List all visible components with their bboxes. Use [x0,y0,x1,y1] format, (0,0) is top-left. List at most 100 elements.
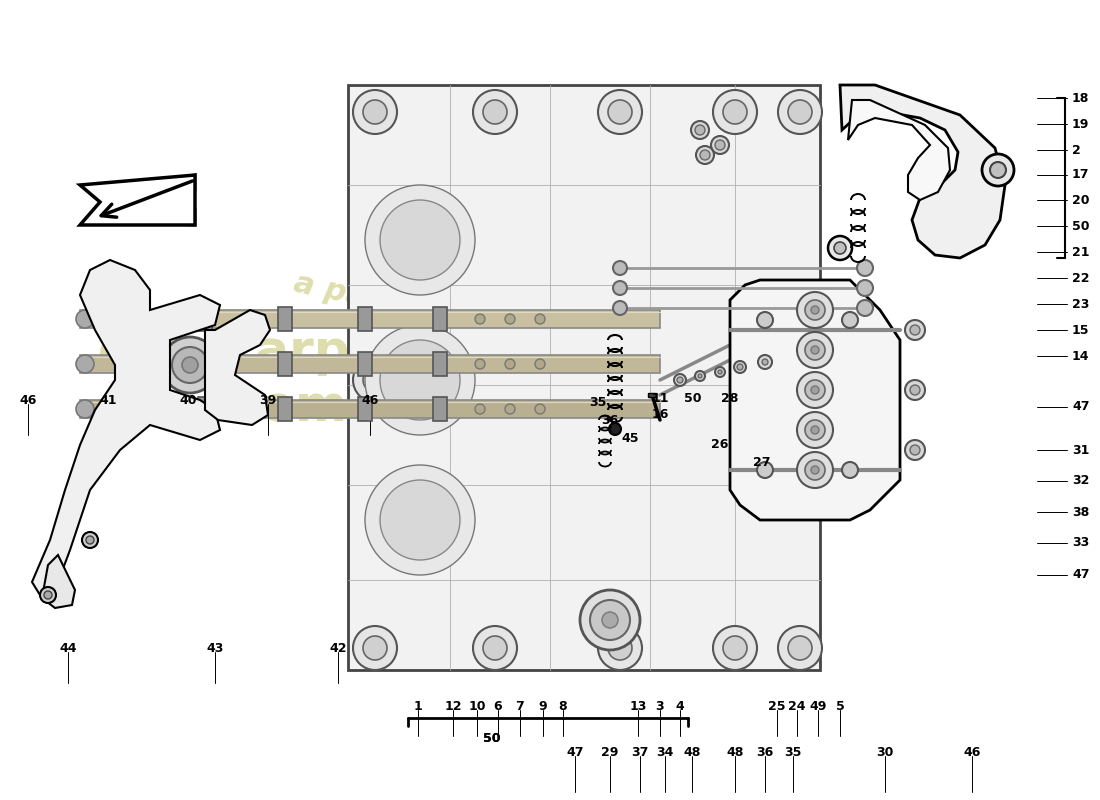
Text: 34: 34 [657,746,673,758]
Circle shape [182,357,198,373]
Circle shape [798,372,833,408]
Text: 1: 1 [414,699,422,713]
Circle shape [353,358,397,402]
Text: 35: 35 [784,746,802,758]
Text: 3: 3 [656,699,664,713]
Circle shape [613,301,627,315]
Circle shape [788,636,812,660]
Text: 47: 47 [1072,401,1089,414]
Text: 49: 49 [810,699,827,713]
Circle shape [698,374,702,378]
Bar [278,397,292,421]
Text: 36: 36 [757,746,773,758]
Circle shape [535,359,544,369]
Text: 30: 30 [877,746,893,758]
Circle shape [696,146,714,164]
Circle shape [613,261,627,275]
Text: 44: 44 [59,642,77,654]
Text: 50: 50 [1072,219,1089,233]
Circle shape [76,310,94,328]
Circle shape [905,380,925,400]
Circle shape [762,359,768,365]
Circle shape [608,100,632,124]
Circle shape [811,386,819,394]
Circle shape [483,100,507,124]
Circle shape [734,361,746,373]
Text: 48: 48 [683,746,701,758]
Circle shape [713,90,757,134]
Text: 6: 6 [494,699,503,713]
Text: a passion for parts...: a passion for parts... [292,269,649,371]
Circle shape [379,340,460,420]
Circle shape [363,636,387,660]
Circle shape [590,600,630,640]
Text: 20: 20 [1072,194,1089,206]
Circle shape [608,636,632,660]
Polygon shape [100,175,195,225]
Circle shape [475,404,485,414]
Circle shape [365,465,475,575]
Circle shape [363,368,387,392]
Circle shape [609,423,622,435]
Bar [348,85,820,670]
Circle shape [475,359,485,369]
Bar [358,307,372,331]
Bar [80,310,660,328]
Circle shape [535,404,544,414]
Circle shape [86,536,94,544]
Text: 29: 29 [602,746,618,758]
Circle shape [788,100,812,124]
Text: 48: 48 [726,746,744,758]
Circle shape [483,636,507,660]
Text: 22: 22 [1072,271,1089,285]
Text: 15: 15 [1072,323,1089,337]
Text: 47: 47 [566,746,584,758]
Circle shape [695,371,705,381]
Circle shape [363,100,387,124]
Text: 36: 36 [602,414,618,426]
Circle shape [76,400,94,418]
Circle shape [798,452,833,488]
Text: 41: 41 [99,394,117,406]
Bar [278,307,292,331]
Text: 32: 32 [1072,474,1089,487]
Circle shape [788,368,812,392]
Circle shape [598,90,642,134]
Text: 46: 46 [20,394,36,406]
Text: 28: 28 [722,391,739,405]
Text: 19: 19 [1072,118,1089,130]
Text: 11: 11 [651,391,669,405]
Circle shape [76,355,94,373]
Circle shape [805,300,825,320]
Circle shape [44,591,52,599]
Text: 39: 39 [260,394,276,406]
Circle shape [758,355,772,369]
Circle shape [715,367,725,377]
Circle shape [805,380,825,400]
Circle shape [811,466,819,474]
Polygon shape [42,555,75,608]
Bar [80,355,660,373]
Circle shape [598,626,642,670]
Circle shape [834,242,846,254]
Bar [358,352,372,376]
Circle shape [811,346,819,354]
Circle shape [857,260,873,276]
Circle shape [910,445,920,455]
Circle shape [580,590,640,650]
Bar [198,352,212,376]
Bar [433,397,447,421]
Circle shape [910,325,920,335]
Text: 9: 9 [539,699,548,713]
Text: 4: 4 [675,699,684,713]
Circle shape [757,462,773,478]
Text: 18: 18 [1072,91,1089,105]
Polygon shape [80,175,195,225]
Text: 21: 21 [1072,246,1089,258]
Circle shape [674,374,686,386]
Circle shape [857,280,873,296]
Text: 14: 14 [1072,350,1089,362]
Polygon shape [32,260,220,595]
Circle shape [82,532,98,548]
Circle shape [473,626,517,670]
